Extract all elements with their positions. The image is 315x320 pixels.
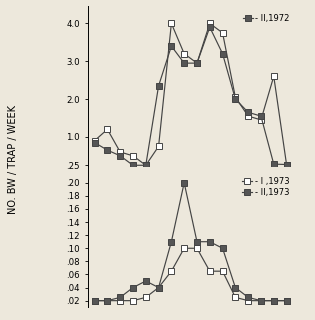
Text: NO. BW / TRAP / WEEK: NO. BW / TRAP / WEEK xyxy=(8,106,18,214)
Legend: - I ,1973, - II,1973: - I ,1973, - II,1973 xyxy=(239,173,293,200)
Legend: - II,1972: - II,1972 xyxy=(239,11,293,26)
